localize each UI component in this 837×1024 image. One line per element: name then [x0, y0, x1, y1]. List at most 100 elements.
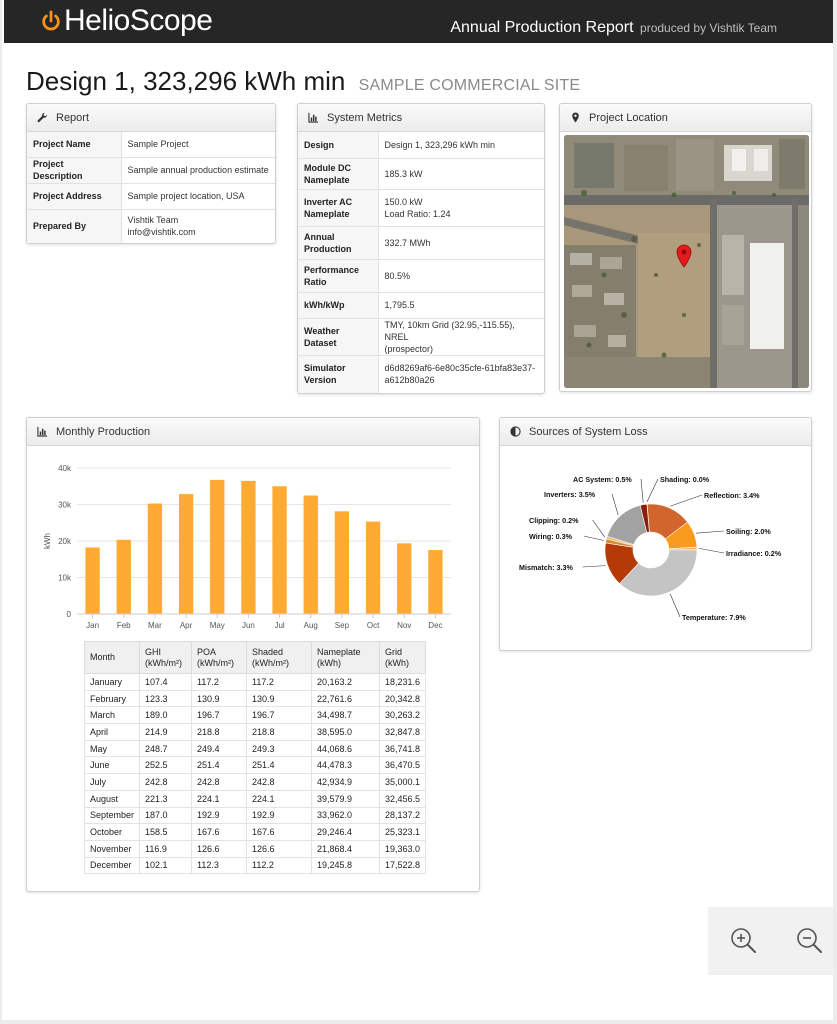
report-producer: produced by Vishtik Team: [640, 21, 777, 35]
bar: [334, 511, 350, 614]
table-cell: 224.1: [191, 789, 248, 808]
leader-line: [695, 530, 725, 534]
x-tick-label: Oct: [367, 621, 380, 630]
table-row: September 187.0 192.9 192.9 33,962.0 28,137.2: [83, 806, 427, 825]
table-cell: 117.2: [191, 673, 248, 691]
x-tick-label: Mar: [148, 621, 162, 630]
leader-line: [592, 519, 606, 538]
table-cell: 102.1: [139, 856, 193, 875]
column-header: GHI (kWh/m²): [139, 641, 193, 674]
table-cell: December: [83, 856, 141, 875]
table-body: January 107.4 117.2 117.2 20,163.2 18,231.6 Fe…: [83, 673, 427, 875]
table-cell: 130.9: [246, 689, 313, 708]
table-cell: 242.8: [139, 773, 193, 791]
table-row: November 116.9 126.6 126.6 21,868.4 19,363.0: [83, 839, 427, 858]
x-tick-label: May: [210, 621, 225, 630]
column-header-label: Grid: [385, 646, 403, 657]
table-row: May 248.7 249.4 249.3 44,068.6 36,741.8: [83, 739, 427, 758]
table-cell: 224.1: [246, 789, 313, 808]
y-tick-label: 0: [67, 610, 72, 619]
table-row: kWh/kWp 1,795.5: [298, 292, 544, 319]
leader-line: [670, 494, 703, 507]
table-row: Performance Ratio 80.5%: [298, 259, 544, 293]
table-cell: 189.0: [139, 706, 193, 725]
metric-value-line: TMY, 10km Grid (32.95,-115.55), NREL: [384, 319, 515, 342]
table-cell: 18,231.6: [379, 673, 427, 691]
metric-value: d6d8269af6-6e80c35cfe-61bfa83e37- a612b8…: [378, 355, 544, 393]
map-imagery: [564, 135, 809, 388]
metric-label-line: Inverter AC: [304, 196, 353, 207]
x-tick-label: Feb: [117, 621, 131, 630]
field-value: Sample project location, USA: [121, 183, 275, 210]
metric-value-line: Load Ratio: 1.24: [384, 208, 451, 219]
table-cell: 126.6: [191, 839, 248, 858]
table-cell: 196.7: [246, 706, 313, 725]
table-row: August 221.3 224.1 224.1 39,579.9 32,456.5: [83, 789, 427, 808]
satellite-map[interactable]: [564, 135, 809, 388]
table-row: January 107.4 117.2 117.2 20,163.2 18,231.6: [83, 673, 427, 691]
table-cell: 167.6: [191, 823, 248, 841]
column-header: Grid (kWh): [379, 641, 427, 674]
metric-label-line: Nameplate: [304, 174, 350, 185]
table-cell: 242.8: [246, 773, 313, 791]
metric-label: Module DC Nameplate: [298, 158, 379, 190]
table-row: Project Description Sample annual produc…: [27, 157, 275, 184]
metric-label-line: Ratio: [304, 276, 327, 287]
system-metrics-header: System Metrics: [298, 104, 544, 132]
field-label: Prepared By: [27, 209, 122, 243]
metric-value: 332.7 MWh: [378, 226, 544, 260]
metric-label: Weather Dataset: [298, 318, 379, 356]
table-cell: 116.9: [139, 839, 193, 858]
table-cell: February: [83, 689, 141, 708]
metric-label-line: Simulator: [304, 363, 346, 373]
x-tick-label: Jan: [86, 621, 99, 630]
y-tick-label: 30k: [58, 501, 72, 510]
table-cell: 187.0: [139, 806, 193, 825]
field-label: Project Name: [27, 132, 122, 158]
table-cell: 218.8: [246, 723, 313, 741]
metrics-table: Design Design 1, 323,296 kWh min Module …: [298, 132, 544, 393]
table-cell: 242.8: [191, 773, 248, 791]
report-table: Project Name Sample Project Project Desc…: [27, 132, 275, 243]
table-header-row: Month GHI (kWh/m²) POA (kWh/m²) Shaded (kWh/m²…: [83, 641, 427, 674]
table-cell: 17,522.8: [379, 856, 427, 875]
metric-value: Design 1, 323,296 kWh min: [378, 132, 544, 159]
map-pin-icon: [572, 112, 579, 123]
zoom-in-icon[interactable]: [728, 925, 758, 955]
table-cell: 248.7: [139, 739, 193, 758]
table-cell: May: [83, 739, 141, 758]
site-name: SAMPLE COMMERCIAL SITE: [358, 77, 581, 94]
zoom-out-icon[interactable]: [794, 925, 824, 955]
slice-label: Clipping: 0.2%: [529, 516, 579, 525]
system-loss-chart: Shading: 0.0% Reflection: 3.4% Soiling: 2.…: [519, 475, 782, 622]
report-panel-header: Report: [27, 104, 275, 132]
table-cell: 130.9: [191, 689, 248, 708]
table-cell: 126.6: [246, 839, 313, 858]
slice-label: Temperature: 7.9%: [682, 613, 746, 622]
bar: [85, 547, 100, 614]
column-header-unit: (kWh): [385, 657, 410, 668]
preparer-name: Vishtik Team: [127, 215, 179, 225]
leader-line: [582, 565, 606, 568]
column-header-label: GHI: [145, 646, 162, 657]
table-cell: March: [83, 706, 141, 725]
table-row: Module DC Nameplate 185.3 kW: [298, 158, 544, 190]
table-cell: 33,962.0: [311, 806, 381, 825]
table-cell: April: [83, 723, 141, 741]
table-cell: 21,868.4: [311, 839, 381, 858]
zoom-controls: [708, 907, 833, 975]
metric-value: 1,795.5: [378, 292, 544, 319]
helioscope-logo: HelioScope: [40, 3, 213, 39]
metric-label: Inverter AC Nameplate: [298, 189, 379, 227]
table-cell: 221.3: [139, 789, 193, 808]
metric-label-line: Performance: [304, 264, 360, 275]
table-cell: 44,478.3: [311, 756, 381, 775]
table-cell: 20,163.2: [311, 673, 381, 691]
project-location-header: Project Location: [560, 104, 811, 132]
column-header-unit: (kWh/m²): [197, 657, 235, 668]
metric-value-line: (prospector): [384, 343, 434, 354]
table-row: April 214.9 218.8 218.8 38,595.0 32,847.8: [83, 723, 427, 741]
leader-line: [611, 493, 619, 516]
field-value: Sample Project: [121, 132, 275, 158]
system-metrics-title: System Metrics: [327, 111, 403, 124]
